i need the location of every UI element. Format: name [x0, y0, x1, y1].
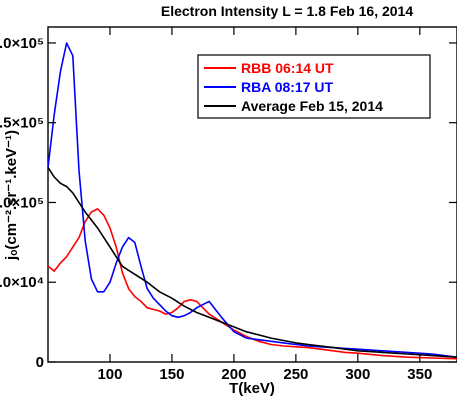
legend-label-1: RBA 08:17 UT [241, 79, 334, 95]
x-tick-label: 200 [221, 366, 246, 383]
plot-frame [47, 26, 457, 363]
y-tick-label: 5.0×10⁴ [0, 274, 44, 291]
y-tick-label: 0 [36, 354, 44, 371]
x-tick-label: 250 [283, 366, 308, 383]
x-tick-label: 300 [345, 366, 370, 383]
series-line-2 [47, 166, 457, 358]
legend-box [197, 54, 431, 119]
series-line-0 [47, 208, 457, 360]
legend-label-2: Average Feb 15, 2014 [241, 98, 383, 114]
legend-label-0: RBB 06:14 UT [241, 60, 334, 76]
chart-title: Electron Intensity L = 1.8 Feb 16, 2014 [161, 3, 413, 19]
legend-items: RBB 06:14 UT RBA 08:17 UT Average Feb 15, … [204, 60, 383, 114]
y-axis-label: jₒ(cm⁻².sr⁻¹.keV⁻¹) [3, 130, 20, 261]
x-axis-label: T(keV) [229, 380, 275, 397]
ticks-layer: 100 150 200 250 300 350 0 5.0×10⁴ 1.0×10⁵ 1.5×10⁵… [0, 27, 457, 383]
y-tick-label: 1.5×10⁵ [0, 115, 44, 132]
x-tick-label: 150 [159, 366, 184, 383]
x-tick-label: 100 [97, 366, 122, 383]
legend: RBB 06:14 UT RBA 08:17 UT Average Feb 15, … [197, 54, 431, 119]
plot-area: 100 150 200 250 300 350 0 5.0×10⁴ 1.0×10⁵ 1.5×10⁵… [0, 26, 457, 383]
series-layer [47, 42, 457, 360]
x-tick-label: 350 [407, 366, 432, 383]
y-tick-label: 1.0×10⁵ [0, 194, 44, 211]
y-tick-label: 2.0×10⁵ [0, 35, 44, 52]
